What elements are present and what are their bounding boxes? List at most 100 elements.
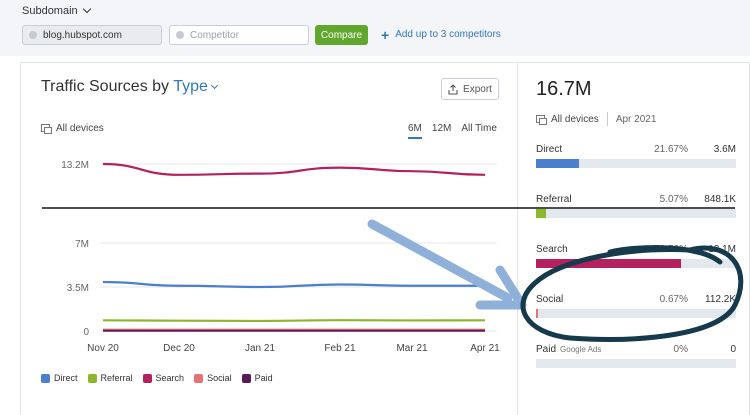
legend-item-direct[interactable]: Direct [41,373,78,383]
source-bar-track [536,309,736,318]
subdomain-label: Subdomain [22,5,78,17]
type-dropdown[interactable]: Type [173,78,218,95]
devices-icon [536,114,547,125]
source-referral[interactable]: Referral 5.07% 848.1K [536,194,736,218]
legend-swatch [142,373,152,383]
source-bar-track [536,259,736,268]
total-visits: 16.7M [536,78,592,100]
domain-input[interactable]: blog.hubspot.com [22,25,162,45]
y-tick-label: 7M [75,239,89,250]
source-bar-fill [536,159,580,168]
source-name-label: Paid [536,344,557,355]
source-value: 0 [730,344,736,355]
title-prefix: Traffic Sources by [41,78,170,95]
x-tick-label: Mar 21 [396,343,428,354]
source-value: 112.2K [705,294,736,305]
source-name-label: Direct [536,144,563,155]
devices-label: All devices [56,123,104,134]
x-tick-label: Apr 21 [470,343,500,354]
source-row: Search 72.58% 12.1M [536,244,736,255]
type-label: Type [173,78,208,95]
source-bar-fill [536,259,682,268]
add-competitors-link[interactable]: + Add up to 3 competitors [381,26,501,43]
source-name: Direct [536,144,628,155]
legend-label: Direct [54,373,78,383]
legend-label: Paid [254,373,273,383]
add-competitors-label: Add up to 3 competitors [395,29,501,40]
chart-legend: Direct Referral Search Social Paid [41,373,273,383]
legend-swatch [87,373,97,383]
y-tick-label: 13.2M [61,160,89,171]
panel-divider [517,63,518,415]
x-tick-label: Jan 21 [245,343,275,354]
source-value: 12.1M [708,244,736,255]
legend-item-social[interactable]: Social [194,373,232,383]
source-bar-fill [536,209,547,218]
source-paid[interactable]: Paid Google Ads 0% 0 [536,344,736,368]
source-direct[interactable]: Direct 21.67% 3.6M [536,144,736,168]
legend-label: Social [207,373,232,383]
series-line-search[interactable] [102,162,486,176]
source-value: 3.6M [713,144,736,155]
summary-date: Apr 2021 [615,113,657,125]
compare-button[interactable]: Compare [315,25,368,45]
legend-swatch [194,373,204,383]
x-tick-label: Nov 20 [87,343,119,354]
devices-icon [41,124,52,134]
panel-title: Traffic Sources by Type [41,78,218,96]
source-value: 848.1K [704,194,736,205]
source-percent: 5.07% [659,194,688,205]
source-name-label: Referral [536,194,572,205]
period-12m[interactable]: 12M [431,123,452,134]
domain-dot-icon [29,31,37,39]
export-icon [448,83,458,95]
competitor-dot-icon [176,31,184,39]
source-percent: 21.67% [654,144,688,155]
y-tick-label: 3.5M [67,283,89,294]
source-row: Referral 5.07% 848.1K [536,194,736,205]
source-name: Referral [536,194,628,205]
source-name-label: Search [536,244,568,255]
chevron-down-icon [210,81,218,90]
chevron-down-icon [82,4,91,14]
series-line-direct[interactable] [102,280,485,289]
source-name: Social [536,294,628,305]
source-name: Paid Google Ads [536,344,628,355]
devices-filter[interactable]: All devices [41,123,104,134]
legend-item-referral[interactable]: Referral [87,373,133,383]
source-bar-fill [536,309,538,318]
export-button[interactable]: Export [441,78,499,100]
y-tick-label: 0 [83,327,89,338]
source-percent: 0.67% [659,294,688,305]
filter-bar: Subdomain blog.hubspot.com Competitor Co… [0,0,750,56]
legend-item-search[interactable]: Search [142,373,184,383]
plus-icon: + [381,26,390,43]
legend-swatch [41,373,50,383]
legend-swatch [241,373,251,383]
x-tick-label: Dec 20 [163,343,195,354]
legend-item-paid[interactable]: Paid [241,373,273,383]
x-tick-label: Feb 21 [324,343,356,354]
source-name-label: Social [536,294,564,305]
subdomain-dropdown[interactable]: Subdomain [22,4,91,17]
source-social[interactable]: Social 0.67% 112.2K [536,294,736,318]
legend-label: Referral [100,373,133,383]
export-label: Export [463,83,492,95]
traffic-line-chart: 13.2M 7M 3.5M 0 Nov 20 Dec 20 Jan 21 Feb 21 Mar … [61,160,500,354]
series-line-referral[interactable] [102,319,486,323]
source-row: Social 0.67% 112.2K [536,294,736,305]
source-search[interactable]: Search 72.58% 12.1M [536,244,736,268]
separator [606,112,608,126]
source-sub-label: Google Ads [560,345,602,354]
source-bar-track [536,159,736,168]
period-6m[interactable]: 6M [408,123,422,139]
summary-devices-label: All devices [551,113,599,125]
source-percent: 72.58% [654,244,688,255]
source-name: Search [536,244,628,255]
competitor-input[interactable]: Competitor [169,25,309,45]
summary-panel: 16.7M All devices Apr 2021 Direct 21.67% 3… [516,62,750,415]
source-bar-track [536,209,736,218]
period-all-time[interactable]: All Time [461,123,497,134]
source-row: Paid Google Ads 0% 0 [536,344,736,355]
traffic-sources-card: Traffic Sources by Type Export All devic… [20,62,750,415]
